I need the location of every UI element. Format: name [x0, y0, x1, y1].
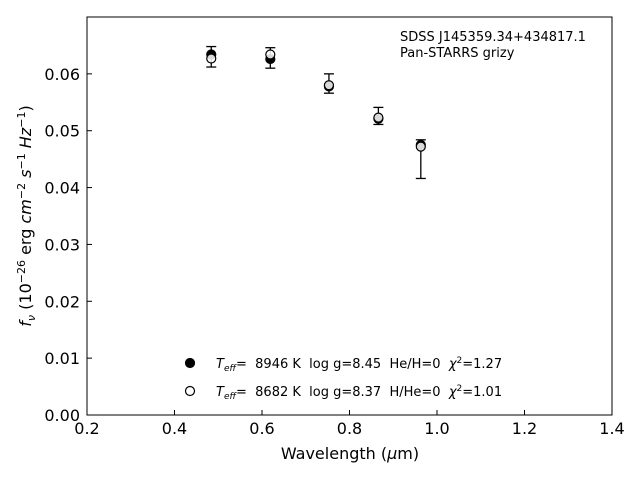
y-tick-label: 0.05 — [44, 122, 80, 141]
x-tick-label: 0.8 — [337, 419, 362, 438]
model-point-helium — [415, 141, 426, 152]
axis-ticks: 0.2 0.4 0.6 0.8 1.0 1.2 1.4 0.00 0.01 0.02 0.03 0.0… — [44, 65, 624, 438]
x-tick-label: 0.4 — [162, 419, 187, 438]
legend-marker-filled — [184, 357, 196, 369]
y-tick-label: 0.03 — [44, 235, 80, 254]
model-point-helium — [373, 112, 384, 123]
legend-2-teff-sub: eff — [224, 392, 238, 402]
x-axis-title: Wavelength (μm) — [281, 444, 419, 463]
model-point-helium — [265, 49, 276, 60]
x-tick-label: 1.2 — [512, 419, 537, 438]
legend-entry-2: Teff= 8682 K log g=8.37 H/He=0 χ2=1.01 — [216, 384, 502, 402]
annotation-object-name: SDSS J145359.34+434817.1 — [400, 30, 586, 45]
x-tick-label: 0.6 — [249, 419, 274, 438]
legend: Teff= 8946 K log g=8.45 He/H=0 χ2=1.27 T… — [184, 356, 502, 402]
model-point-helium — [206, 53, 217, 64]
legend-2-chi: χ — [448, 385, 458, 400]
plot-area — [206, 45, 426, 180]
y-tick-label: 0.02 — [44, 292, 80, 311]
legend-1-chi-value: =1.27 — [462, 357, 502, 372]
legend-1-chi-sup: 2 — [457, 356, 463, 366]
x-tick-label: 0.2 — [74, 419, 99, 438]
annotation-survey: Pan-STARRS grizy — [400, 46, 515, 61]
legend-1-teff: T — [216, 357, 225, 372]
y-tick-label: 0.04 — [44, 179, 80, 198]
legend-1-teff-sub: eff — [224, 364, 238, 374]
y-axis-title: fν (10−26 erg cm−2 s−1 Hz−1) — [15, 105, 38, 326]
legend-marker-open — [184, 385, 196, 397]
x-tick-label: 1.4 — [599, 419, 624, 438]
y-tick-label: 0.06 — [44, 65, 80, 84]
legend-1-chi: χ — [448, 357, 458, 372]
model-point-helium — [323, 80, 335, 91]
legend-entry-1: Teff= 8946 K log g=8.45 He/H=0 χ2=1.27 — [216, 356, 502, 374]
legend-2-teff: T — [216, 385, 225, 400]
y-tick-label: 0.00 — [44, 406, 80, 425]
annotation-block: SDSS J145359.34+434817.1 Pan-STARRS griz… — [400, 30, 586, 61]
x-tick-label: 1.0 — [424, 419, 449, 438]
legend-2-chi-value: =1.01 — [462, 385, 502, 400]
legend-1-params: = 8946 K log g=8.45 He/H=0 — [236, 357, 449, 372]
legend-2-chi-sup: 2 — [457, 384, 463, 394]
y-tick-label: 0.01 — [44, 349, 80, 368]
legend-2-params: = 8682 K log g=8.37 H/He=0 — [236, 385, 449, 400]
